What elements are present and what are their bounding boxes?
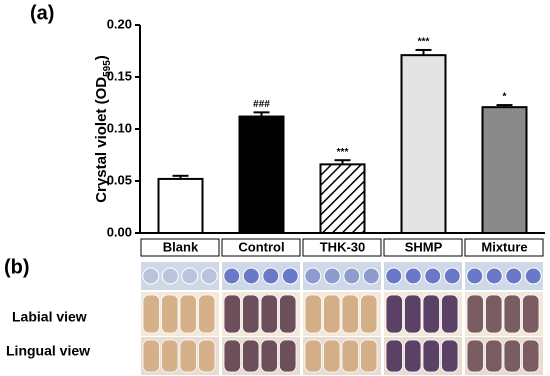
panel-label: (a) — [30, 2, 54, 24]
well — [262, 267, 280, 285]
tooth — [142, 294, 160, 334]
tooth — [522, 294, 540, 334]
y-tick-label: 0.10 — [107, 120, 132, 135]
tooth — [404, 294, 422, 334]
tooth — [161, 339, 179, 373]
tooth — [198, 339, 216, 373]
bar — [319, 163, 366, 234]
tooth — [503, 339, 521, 373]
row-label: Lingual view — [6, 343, 90, 359]
tooth — [385, 294, 403, 334]
tooth — [360, 294, 378, 334]
category-box — [302, 238, 382, 257]
well — [485, 267, 503, 285]
well — [385, 267, 403, 285]
category-box — [221, 238, 301, 257]
well — [505, 267, 523, 285]
bar — [481, 106, 528, 234]
panel-label: (b) — [4, 256, 30, 278]
category-box — [464, 238, 544, 257]
y-tick-label: 0.15 — [107, 68, 132, 83]
tooth — [260, 294, 278, 334]
x-tick-label: Mixture — [481, 239, 527, 254]
y-tick-label: 0.00 — [107, 224, 132, 239]
tooth — [341, 339, 359, 373]
tooth — [422, 339, 440, 373]
tooth — [323, 294, 341, 334]
tooth — [385, 339, 403, 373]
tooth — [179, 294, 197, 334]
tooth — [441, 339, 459, 373]
category-box — [140, 238, 220, 257]
tooth — [223, 294, 241, 334]
tooth — [323, 339, 341, 373]
tooth — [485, 339, 503, 373]
y-tick-label: 0.20 — [107, 16, 132, 31]
tooth — [485, 294, 503, 334]
x-tick-label: SHMP — [405, 239, 443, 254]
tooth — [142, 339, 160, 373]
tooth — [161, 294, 179, 334]
tooth — [422, 294, 440, 334]
well — [223, 267, 241, 285]
tooth — [404, 339, 422, 373]
well — [524, 267, 542, 285]
bar — [400, 54, 447, 234]
significance-label: * — [503, 92, 507, 103]
tooth — [260, 339, 278, 373]
well — [281, 267, 299, 285]
well — [142, 267, 160, 285]
y-tick-label: 0.05 — [107, 172, 132, 187]
well — [242, 267, 260, 285]
tooth — [304, 294, 322, 334]
bar — [238, 115, 285, 234]
tooth — [503, 294, 521, 334]
significance-label: *** — [418, 37, 430, 48]
significance-label: ### — [253, 99, 270, 110]
tooth — [279, 294, 297, 334]
well — [161, 267, 179, 285]
tooth — [441, 294, 459, 334]
tooth — [179, 339, 197, 373]
tooth — [360, 339, 378, 373]
tooth — [466, 294, 484, 334]
tooth — [341, 294, 359, 334]
tooth — [466, 339, 484, 373]
bar — [157, 177, 204, 234]
well — [404, 267, 422, 285]
tooth — [223, 339, 241, 373]
well — [181, 267, 199, 285]
well — [362, 267, 380, 285]
x-tick-label: THK-30 — [320, 239, 366, 254]
tooth — [279, 339, 297, 373]
well — [323, 267, 341, 285]
x-tick-label: Control — [238, 239, 284, 254]
tooth — [304, 339, 322, 373]
well — [424, 267, 442, 285]
row-label: Labial view — [12, 309, 87, 325]
y-axis-label: Crystal violet (OD595) — [93, 55, 113, 203]
tooth — [522, 339, 540, 373]
x-tick-label: Blank — [163, 239, 199, 254]
tooth — [242, 339, 260, 373]
well — [443, 267, 461, 285]
well — [466, 267, 484, 285]
well — [343, 267, 361, 285]
significance-label: *** — [337, 147, 349, 158]
well — [200, 267, 218, 285]
well — [304, 267, 322, 285]
tooth — [198, 294, 216, 334]
category-box — [383, 238, 463, 257]
tooth — [242, 294, 260, 334]
